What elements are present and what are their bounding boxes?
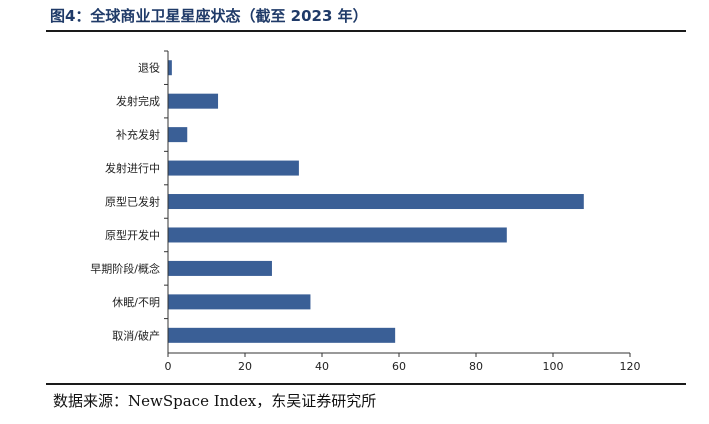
x-tick-label-2: 40 [315,360,329,373]
x-tick-label-1: 20 [238,360,252,373]
bar-3 [168,160,299,176]
bars-group [168,60,584,343]
bar-4 [168,194,584,210]
category-label-4: 原型已发射 [105,195,160,209]
bar-0 [168,60,172,76]
top-rule [46,30,686,32]
bottom-rule [46,383,686,385]
figure-title: 图4：全球商业卫星星座状态（截至 2023 年） [50,7,368,25]
category-label-2: 补充发射 [116,128,160,142]
bar-6 [168,260,272,276]
category-labels-group: 退役发射完成补充发射发射进行中原型已发射原型开发中早期阶段/概念休眠/不明取消/… [90,61,160,343]
category-label-5: 原型开发中 [105,228,160,242]
bar-8 [168,327,396,343]
source-note: 数据来源：NewSpace Index，东吴证券研究所 [53,392,377,410]
x-tick-label-3: 60 [392,360,406,373]
x-tick-label-4: 80 [469,360,483,373]
ticks-group: 0 20 40 60 80 100 120 [165,353,641,373]
x-tick-label-0: 0 [165,360,172,373]
category-label-7: 休眠/不明 [112,296,160,309]
category-label-8: 取消/破产 [112,328,160,342]
bar-7 [168,294,311,310]
bar-5 [168,227,507,243]
bar-1 [168,93,219,109]
x-tick-label-5: 100 [543,360,564,373]
bar-2 [168,127,188,143]
category-label-3: 发射进行中 [105,161,160,175]
category-label-6: 早期阶段/概念 [90,261,160,275]
x-tick-label-6: 120 [620,360,641,373]
category-label-1: 发射完成 [116,94,160,108]
category-label-0: 退役 [138,61,160,75]
